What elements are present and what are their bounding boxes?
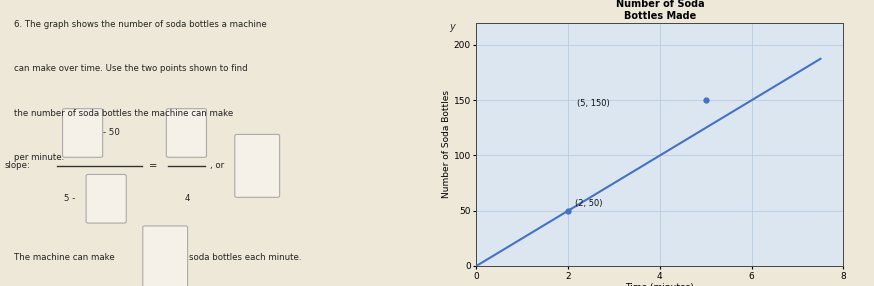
Text: y: y [449, 22, 454, 32]
Text: soda bottles each minute.: soda bottles each minute. [189, 253, 302, 262]
FancyBboxPatch shape [142, 226, 188, 286]
Text: =: = [149, 161, 157, 171]
Text: 5 -: 5 - [64, 194, 75, 203]
Text: The machine can make: The machine can make [14, 253, 114, 262]
Text: slope:: slope: [4, 161, 31, 170]
Text: (5, 150): (5, 150) [578, 99, 610, 108]
Text: the number of soda bottles the machine can make: the number of soda bottles the machine c… [14, 109, 233, 118]
X-axis label: Time (minutes): Time (minutes) [626, 283, 694, 286]
Text: , or: , or [210, 161, 224, 170]
Text: 6. The graph shows the number of soda bottles a machine: 6. The graph shows the number of soda bo… [14, 20, 267, 29]
Y-axis label: Number of Soda Bottles: Number of Soda Bottles [441, 90, 451, 198]
Text: per minute.: per minute. [14, 153, 65, 162]
FancyBboxPatch shape [166, 109, 206, 157]
Text: can make over time. Use the two points shown to find: can make over time. Use the two points s… [14, 64, 248, 73]
Title: Number of Soda
Bottles Made: Number of Soda Bottles Made [615, 0, 704, 21]
FancyBboxPatch shape [87, 174, 126, 223]
Text: (2, 50): (2, 50) [575, 199, 602, 208]
Text: - 50: - 50 [102, 128, 120, 138]
FancyBboxPatch shape [63, 109, 102, 157]
Text: 4: 4 [185, 194, 191, 203]
FancyBboxPatch shape [235, 134, 280, 197]
